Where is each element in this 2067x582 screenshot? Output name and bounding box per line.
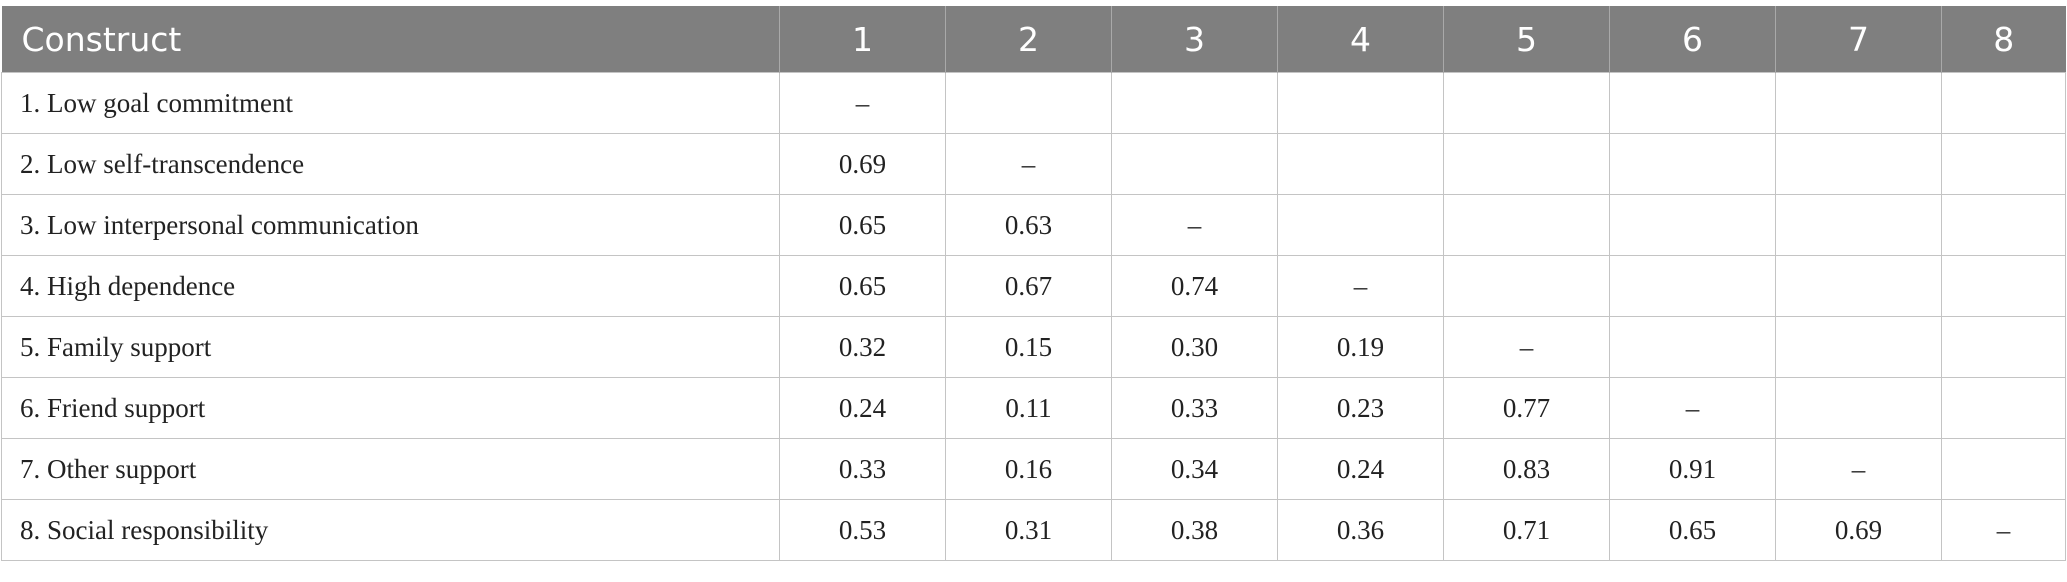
cell xyxy=(945,72,1112,134)
header-cell: 5 xyxy=(1443,6,1610,73)
row-label: 7. Other support xyxy=(1,438,780,500)
cell xyxy=(1941,133,2066,195)
cell xyxy=(1941,316,2066,378)
cell: 0.24 xyxy=(779,377,946,439)
table-row: 1. Low goal commitment – xyxy=(1,72,2066,134)
cell: 0.38 xyxy=(1111,499,1278,561)
header-cell: 3 xyxy=(1111,6,1278,73)
table-row: 5. Family support 0.32 0.15 0.30 0.19– xyxy=(1,316,2066,378)
cell xyxy=(1111,133,1278,195)
cell: 0.65 xyxy=(779,194,946,256)
table-row: 7. Other support 0.33 0.16 0.34 0.24 0.83 0.91… xyxy=(1,438,2066,500)
cell: 0.91 xyxy=(1609,438,1776,500)
cell: 0.23 xyxy=(1277,377,1444,439)
row-label: 5. Family support xyxy=(1,316,780,378)
cell: – xyxy=(1443,316,1610,378)
cell xyxy=(1609,255,1776,317)
header-cell: 8 xyxy=(1941,6,2066,73)
cell xyxy=(1609,194,1776,256)
cell: 0.67 xyxy=(945,255,1112,317)
cell xyxy=(1941,255,2066,317)
cell xyxy=(1443,133,1610,195)
table-row: 4. High dependence 0.65 0.67 0.74– xyxy=(1,255,2066,317)
cell: 0.31 xyxy=(945,499,1112,561)
cell xyxy=(1277,133,1444,195)
cell: – xyxy=(1775,438,1942,500)
row-label: 8. Social responsibility xyxy=(1,499,780,561)
cell: 0.63 xyxy=(945,194,1112,256)
cell xyxy=(1609,72,1776,134)
cell xyxy=(1609,133,1776,195)
cell xyxy=(1775,255,1942,317)
cell: – xyxy=(1941,499,2066,561)
cell: 0.69 xyxy=(779,133,946,195)
cell: 0.65 xyxy=(779,255,946,317)
cell: 0.53 xyxy=(779,499,946,561)
cell: 0.33 xyxy=(1111,377,1278,439)
cell xyxy=(1443,72,1610,134)
cell xyxy=(1277,194,1444,256)
cell xyxy=(1941,72,2066,134)
cell: 0.71 xyxy=(1443,499,1610,561)
header-cell: 4 xyxy=(1277,6,1444,73)
cell: 0.11 xyxy=(945,377,1112,439)
row-label: 1. Low goal commitment xyxy=(1,72,780,134)
cell: 0.16 xyxy=(945,438,1112,500)
table-row: 8. Social responsibility 0.53 0.31 0.38 0.36… xyxy=(1,499,2066,561)
cell: 0.30 xyxy=(1111,316,1278,378)
cell xyxy=(1775,377,1942,439)
cell: – xyxy=(945,133,1112,195)
cell: 0.69 xyxy=(1775,499,1942,561)
cell xyxy=(1775,316,1942,378)
cell: 0.65 xyxy=(1609,499,1776,561)
cell: 0.33 xyxy=(779,438,946,500)
correlation-table: Construct 1 2 3 4 5 6 7 8 1. Low goal commitment… xyxy=(1,6,2066,561)
cell xyxy=(1443,255,1610,317)
row-label: 2. Low self-transcendence xyxy=(1,133,780,195)
cell: 0.36 xyxy=(1277,499,1444,561)
cell: – xyxy=(1277,255,1444,317)
header-cell: 6 xyxy=(1609,6,1776,73)
cell xyxy=(1941,438,2066,500)
cell: 0.32 xyxy=(779,316,946,378)
row-label: 3. Low interpersonal communication xyxy=(1,194,780,256)
header-label: Construct xyxy=(1,6,780,73)
cell xyxy=(1775,133,1942,195)
header-cell: 2 xyxy=(945,6,1112,73)
cell: – xyxy=(779,72,946,134)
cell xyxy=(1941,194,2066,256)
cell: 0.83 xyxy=(1443,438,1610,500)
cell xyxy=(1277,72,1444,134)
table-row: 6. Friend support 0.24 0.11 0.33 0.23 0.77– xyxy=(1,377,2066,439)
cell: 0.24 xyxy=(1277,438,1444,500)
cell: – xyxy=(1609,377,1776,439)
cell xyxy=(1775,194,1942,256)
table-body: 1. Low goal commitment –2. Low self-trans… xyxy=(1,72,2066,561)
cell xyxy=(1443,194,1610,256)
cell xyxy=(1941,377,2066,439)
row-label: 4. High dependence xyxy=(1,255,780,317)
cell: 0.19 xyxy=(1277,316,1444,378)
table-row: 3. Low interpersonal communication 0.65 0.… xyxy=(1,194,2066,256)
cell: 0.15 xyxy=(945,316,1112,378)
header-cell: 1 xyxy=(779,6,946,73)
cell: 0.77 xyxy=(1443,377,1610,439)
header-row: Construct 1 2 3 4 5 6 7 8 xyxy=(1,6,2066,73)
row-label: 6. Friend support xyxy=(1,377,780,439)
cell xyxy=(1609,316,1776,378)
cell: – xyxy=(1111,194,1278,256)
table-row: 2. Low self-transcendence 0.69– xyxy=(1,133,2066,195)
cell xyxy=(1111,72,1278,134)
cell: 0.34 xyxy=(1111,438,1278,500)
cell: 0.74 xyxy=(1111,255,1278,317)
header-cell: 7 xyxy=(1775,6,1942,73)
cell xyxy=(1775,72,1942,134)
